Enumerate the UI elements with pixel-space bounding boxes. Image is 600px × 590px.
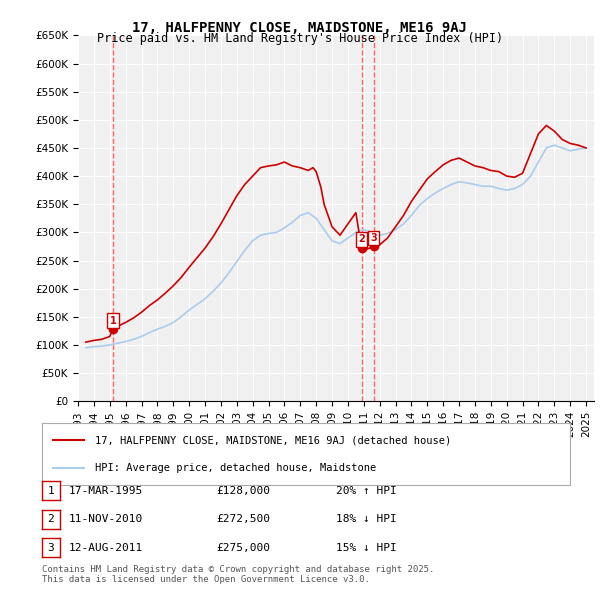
Text: 11-NOV-2010: 11-NOV-2010 bbox=[69, 514, 143, 524]
Text: Contains HM Land Registry data © Crown copyright and database right 2025.
This d: Contains HM Land Registry data © Crown c… bbox=[42, 565, 434, 584]
Text: £128,000: £128,000 bbox=[216, 486, 270, 496]
Text: 3: 3 bbox=[370, 233, 377, 243]
Text: HPI: Average price, detached house, Maidstone: HPI: Average price, detached house, Maid… bbox=[95, 463, 376, 473]
Text: 2: 2 bbox=[47, 514, 55, 524]
Text: 17-MAR-1995: 17-MAR-1995 bbox=[69, 486, 143, 496]
Text: 1: 1 bbox=[110, 316, 116, 326]
Text: 17, HALFPENNY CLOSE, MAIDSTONE, ME16 9AJ (detached house): 17, HALFPENNY CLOSE, MAIDSTONE, ME16 9AJ… bbox=[95, 435, 451, 445]
Text: 20% ↑ HPI: 20% ↑ HPI bbox=[336, 486, 397, 496]
Text: 15% ↓ HPI: 15% ↓ HPI bbox=[336, 543, 397, 552]
Text: £275,000: £275,000 bbox=[216, 543, 270, 552]
Text: 12-AUG-2011: 12-AUG-2011 bbox=[69, 543, 143, 552]
Text: Price paid vs. HM Land Registry's House Price Index (HPI): Price paid vs. HM Land Registry's House … bbox=[97, 32, 503, 45]
Text: 18% ↓ HPI: 18% ↓ HPI bbox=[336, 514, 397, 524]
Text: 17, HALFPENNY CLOSE, MAIDSTONE, ME16 9AJ: 17, HALFPENNY CLOSE, MAIDSTONE, ME16 9AJ bbox=[133, 21, 467, 35]
Text: £272,500: £272,500 bbox=[216, 514, 270, 524]
Text: 3: 3 bbox=[47, 543, 55, 552]
Text: 2: 2 bbox=[358, 234, 365, 244]
Text: 1: 1 bbox=[47, 486, 55, 496]
